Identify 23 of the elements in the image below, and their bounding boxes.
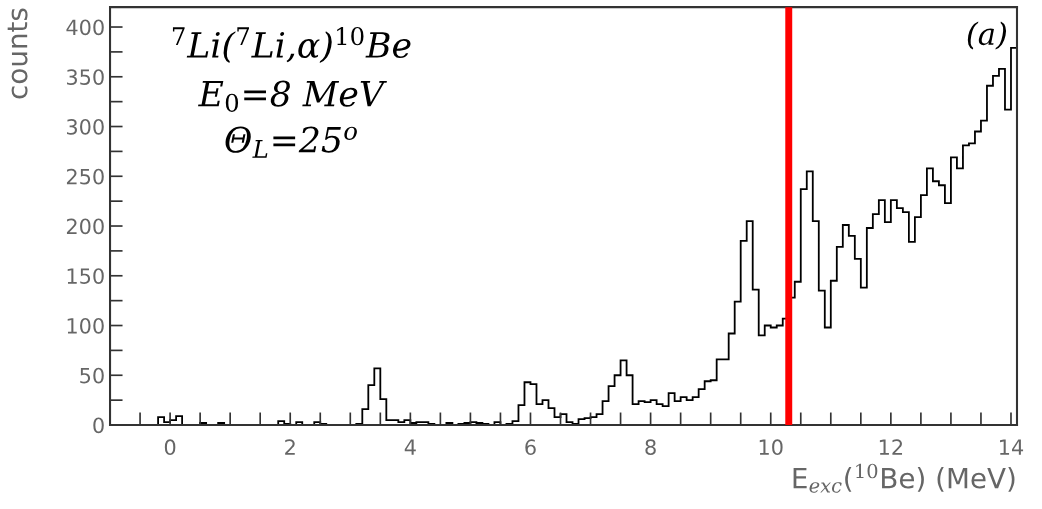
y-tick-label: 300	[67, 118, 104, 135]
annotation: $^{7}$Li($^{7}$Li,α)$^{10}$Be	[172, 26, 411, 63]
x-tick-label: 10	[759, 439, 783, 456]
x-tick-label: 14	[1000, 439, 1024, 455]
annotation: E$_{0}$=8 MeV	[198, 80, 387, 113]
x-axis-title: E$_{exc}$($^{10}$Be) (MeV)	[793, 463, 1015, 493]
x-tick-label: 8	[645, 439, 656, 456]
x-tick-label: 0	[164, 439, 176, 456]
y-tick-label: 50	[80, 367, 104, 384]
x-tick-label: 2	[285, 439, 295, 455]
y-tick-label: 150	[67, 268, 104, 284]
y-tick-label: 400	[66, 19, 104, 36]
x-tick-label: 12	[879, 439, 903, 455]
annotation: (a)	[967, 21, 1006, 50]
x-tick-label: 6	[525, 439, 536, 456]
annotation: Θ$_{L}$=25$^{o}$	[225, 126, 357, 158]
y-tick-label: 100	[67, 317, 104, 334]
y-tick-label: 0	[93, 417, 104, 434]
y-tick-label: 250	[66, 168, 104, 185]
y-tick-label: 200	[66, 218, 104, 235]
y-axis-title: counts	[7, 8, 28, 99]
y-tick-label: 350	[67, 69, 104, 85]
x-tick-label: 4	[404, 439, 416, 455]
